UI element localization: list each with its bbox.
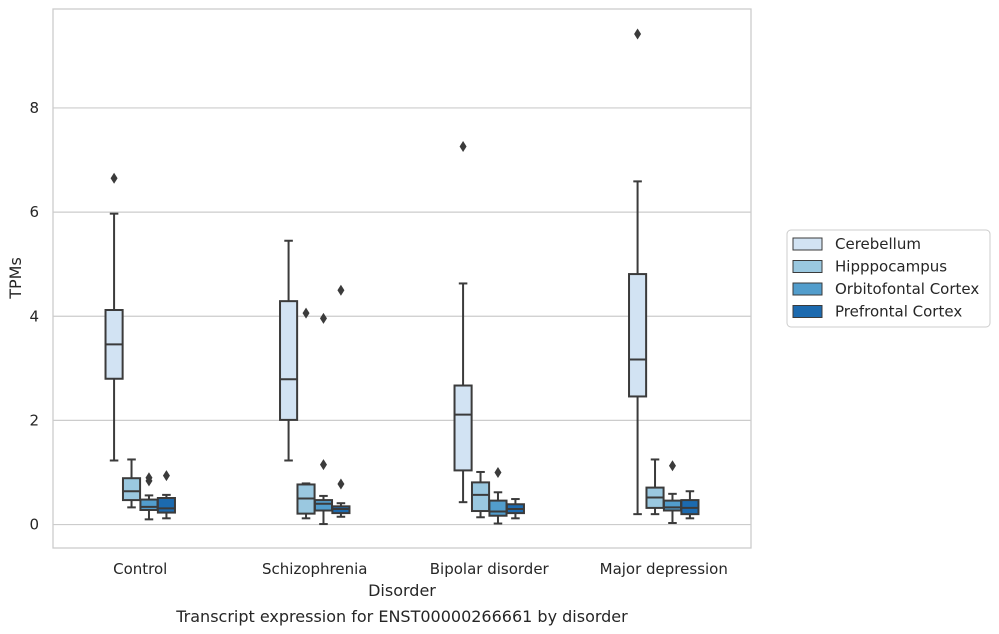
legend-swatch [792, 282, 823, 296]
y-tick-labels: 0 2 4 6 8 [29, 99, 39, 534]
box-body [488, 499, 508, 517]
outlier-point [337, 284, 345, 296]
outlier-point [162, 470, 170, 482]
legend-frame [786, 229, 991, 328]
y-tick-label: 6 [29, 203, 39, 221]
outlier-point [494, 466, 502, 478]
legend-label: Cerebellum [835, 235, 921, 253]
legend-swatch [792, 305, 823, 318]
grid-lines [53, 107, 751, 526]
box-body [628, 273, 648, 398]
y-tick-label: 2 [29, 411, 39, 429]
outlier-point [459, 140, 467, 152]
legend-swatch [792, 260, 823, 273]
x-axis-title: Disorder [368, 581, 436, 600]
outlier-point [145, 472, 153, 484]
box-body [279, 300, 299, 421]
box [470, 470, 491, 519]
box-body [139, 498, 159, 511]
box [104, 172, 124, 462]
outlier-point [302, 307, 310, 319]
box-group [104, 28, 700, 526]
box [331, 284, 351, 518]
y-tick-label: 0 [29, 516, 39, 534]
chart-caption: Transcript expression for ENST0000026666… [175, 607, 628, 626]
box-body [662, 499, 683, 512]
box-body [313, 499, 334, 512]
legend-item: Prefrontal Cortex [792, 303, 962, 321]
box-body [470, 481, 491, 513]
legend-item: Orbitofontal Cortex [792, 280, 979, 298]
x-tick-label: Major depression [600, 560, 728, 578]
box [453, 140, 473, 504]
outlier-point [319, 312, 327, 324]
y-tick-label: 4 [29, 307, 39, 325]
box [628, 28, 648, 516]
x-tick-labels: Control Schizophrenia Bipolar disorder Majo… [113, 560, 728, 578]
box [505, 498, 525, 520]
box [645, 458, 665, 516]
legend-label: Hipppocampus [835, 258, 947, 276]
outlier-point [110, 172, 118, 184]
outlier-point [337, 478, 345, 490]
box [313, 312, 334, 526]
legend-label: Prefrontal Cortex [835, 303, 962, 321]
outlier-point [319, 459, 327, 471]
box-body [156, 497, 176, 514]
x-tick-label: Control [113, 560, 167, 578]
y-axis-title: TPMs [6, 257, 25, 300]
outlier-point [634, 28, 642, 40]
x-tick-label: Bipolar disorder [430, 560, 550, 578]
box [488, 466, 508, 525]
box [296, 307, 316, 520]
x-tick-label: Schizophrenia [262, 560, 367, 578]
box-body [121, 477, 142, 502]
box-body [453, 384, 473, 472]
legend: Cerebellum Hipppocampus Orbitofontal Corte… [786, 229, 991, 328]
y-tick-label: 8 [29, 99, 39, 117]
box [662, 460, 683, 525]
legend-label: Orbitofontal Cortex [835, 280, 979, 298]
legend-item: Cerebellum [792, 235, 921, 253]
box [121, 458, 142, 509]
box [279, 239, 299, 462]
box [680, 490, 700, 520]
box [139, 472, 159, 521]
legend-swatch [792, 237, 823, 251]
outlier-point [668, 460, 676, 472]
plot-area-frame [52, 8, 752, 549]
box [156, 470, 176, 520]
legend-item: Hipppocampus [792, 258, 947, 276]
